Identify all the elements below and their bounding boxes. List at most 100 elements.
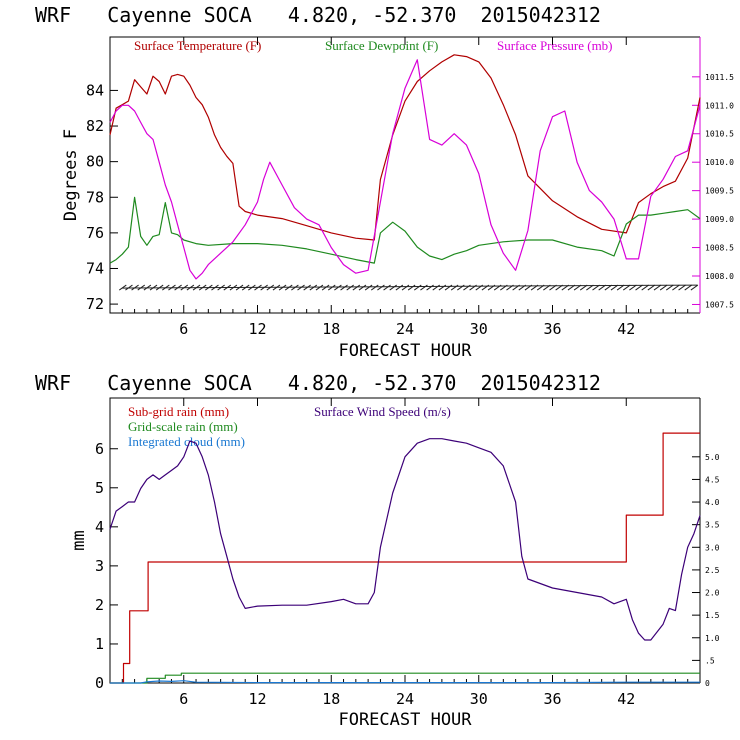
wind-barb	[672, 284, 680, 291]
wind-barb	[647, 284, 656, 291]
series-line-surface-temperature	[109, 54, 701, 241]
y-tick-label: 3	[95, 557, 104, 575]
wind-barb	[217, 284, 225, 291]
series-line-surface-dewpoint	[109, 196, 701, 264]
wind-barb	[125, 284, 133, 291]
wind-barb	[678, 284, 686, 291]
wind-barb	[598, 284, 606, 291]
wind-barb	[389, 284, 397, 291]
chart-title: WRF Cayenne SOCA 4.820, -52.370 20150423…	[35, 371, 601, 395]
legend-entry-surface-pressure: Surface Pressure (mb)	[497, 38, 613, 53]
wind-barb	[211, 284, 219, 291]
y-tick-label: 0	[95, 674, 104, 692]
y2-tick-label: 1.5	[705, 611, 720, 620]
wind-barb	[162, 284, 170, 291]
wind-barb	[352, 284, 361, 291]
y2-tick-label: 1011.0	[705, 101, 734, 110]
wind-barb	[555, 284, 563, 291]
wind-barb	[192, 284, 201, 291]
wind-barb	[149, 284, 158, 291]
y-tick-label: 80	[86, 153, 104, 171]
y2-tick-label: 1009.5	[705, 187, 734, 196]
wind-barb	[291, 284, 299, 291]
y2-tick-label: .5	[705, 656, 715, 665]
wind-barb	[260, 284, 268, 291]
wind-barb	[579, 284, 588, 291]
x-tick-label: 6	[179, 690, 188, 708]
series-line-surface-wind-speed	[109, 438, 701, 641]
y2-tick-label: 5.0	[705, 453, 720, 462]
wind-barb	[407, 284, 416, 291]
legend-entry-sub-grid-rain: Sub-grid rain (mm)	[128, 404, 229, 419]
y2-tick-label: 0	[705, 679, 710, 688]
wind-barb	[610, 284, 619, 291]
wind-barb	[604, 284, 613, 291]
x-axis-label: FORECAST HOUR	[338, 710, 472, 730]
wind-barb	[438, 284, 447, 291]
y-tick-label: 76	[86, 224, 104, 242]
wind-barb	[303, 284, 311, 291]
wind-barb	[420, 284, 428, 291]
chart-panel-1: WRF Cayenne SOCA 4.820, -52.370 20150423…	[35, 3, 734, 361]
x-tick-label: 30	[470, 690, 488, 708]
y-axis-label: mm	[69, 530, 89, 550]
wind-barb	[635, 284, 643, 291]
wind-barb	[444, 284, 453, 291]
wind-barb	[493, 284, 502, 291]
wind-barb	[659, 284, 668, 291]
wind-barb	[506, 284, 514, 291]
series-line-surface-pressure	[109, 59, 701, 280]
wind-barb	[119, 284, 127, 291]
wind-barb	[475, 284, 484, 291]
chart-panel-2: WRF Cayenne SOCA 4.820, -52.370 20150423…	[35, 371, 720, 730]
wind-barbs	[119, 284, 699, 291]
wind-barb	[284, 284, 293, 291]
y2-tick-label: 3.0	[705, 543, 720, 552]
series-line-integrated-cloud	[110, 680, 700, 684]
wind-barb	[272, 284, 281, 291]
wind-barb	[512, 284, 520, 291]
wind-barb	[340, 284, 348, 291]
wind-barb	[143, 284, 152, 291]
wind-barb	[327, 284, 336, 291]
y-tick-label: 84	[86, 81, 104, 99]
wind-barb	[321, 284, 330, 291]
wind-barb	[155, 284, 164, 291]
wind-barb	[180, 284, 189, 291]
wind-barb	[567, 284, 576, 291]
wind-barb	[653, 284, 662, 291]
wind-barb	[198, 284, 207, 291]
y2-tick-label: 1008.0	[705, 272, 734, 281]
wind-barb	[414, 284, 422, 291]
legend-entry-surface-wind-speed: Surface Wind Speed (m/s)	[314, 404, 451, 419]
wind-barb	[481, 284, 490, 291]
x-tick-label: 42	[617, 690, 635, 708]
wind-barb	[168, 284, 176, 291]
wind-barb	[223, 284, 232, 291]
x-tick-label: 18	[322, 320, 340, 338]
y-tick-label: 74	[86, 259, 104, 277]
wind-barb	[266, 284, 275, 291]
wind-barb	[278, 284, 287, 291]
y2-tick-label: 1010.0	[705, 158, 734, 167]
x-tick-label: 18	[322, 690, 340, 708]
wind-barb	[518, 284, 527, 291]
y2-tick-label: 3.5	[705, 521, 720, 530]
wind-barb	[573, 284, 582, 291]
y2-tick-label: 1011.5	[705, 73, 734, 82]
x-tick-label: 42	[617, 320, 635, 338]
x-tick-label: 24	[396, 320, 414, 338]
x-tick-label: 12	[248, 320, 266, 338]
y2-tick-label: 1008.5	[705, 244, 734, 253]
wind-barb	[229, 284, 238, 291]
y-tick-label: 4	[95, 518, 104, 536]
wind-barb	[487, 284, 496, 291]
y2-tick-label: 4.5	[705, 475, 720, 484]
wind-barb	[174, 284, 182, 291]
wind-barb	[364, 284, 373, 291]
y2-tick-label: 1007.5	[705, 300, 734, 309]
wind-barb	[248, 284, 256, 291]
y2-tick-label: 1010.5	[705, 130, 734, 139]
x-tick-label: 12	[248, 690, 266, 708]
